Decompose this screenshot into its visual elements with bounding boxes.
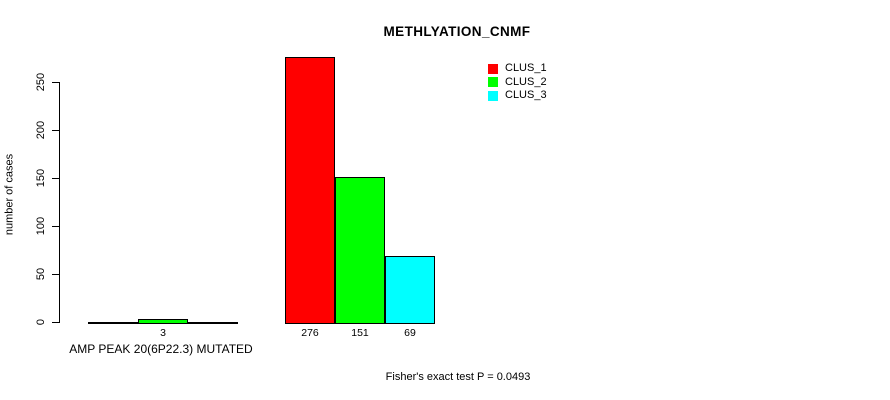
legend-entry: CLUS_3 <box>488 89 547 103</box>
y-axis-tick-label: 0 <box>35 318 47 326</box>
legend-entry-label: CLUS_1 <box>505 62 547 75</box>
legend: CLUS_1 CLUS_2 CLUS_3 <box>488 62 547 103</box>
y-axis-tick <box>52 82 59 83</box>
bar-clus_2-group-2 <box>335 177 385 324</box>
y-axis-tick-label: 50 <box>35 267 47 281</box>
bar-clus_1-group-1 <box>88 322 138 324</box>
y-axis-tick-label: 200 <box>35 120 47 140</box>
legend-swatch-clus_3 <box>488 90 498 101</box>
fisher-test-annotation: Fisher's exact test P = 0.0493 <box>385 371 531 383</box>
legend-entry: CLUS_1 <box>488 62 547 76</box>
bar-value-label: 69 <box>404 327 416 339</box>
legend-entry-label: CLUS_3 <box>505 89 547 102</box>
legend-swatch-clus_1 <box>488 63 498 74</box>
y-axis-tick <box>52 130 59 131</box>
bar-value-label: 276 <box>301 327 319 339</box>
y-axis-tick <box>52 178 59 179</box>
y-axis-tick <box>52 274 59 275</box>
y-axis-tick-label: 250 <box>35 72 47 92</box>
y-axis-title: number of cases <box>3 153 16 236</box>
legend-swatch-clus_2 <box>488 77 498 88</box>
legend-entry-label: CLUS_2 <box>505 75 547 88</box>
legend-entry: CLUS_2 <box>488 76 547 90</box>
bar-value-label: 3 <box>160 327 166 339</box>
chart-title: METHLYATION_CNMF <box>383 24 531 39</box>
bar-clus_3-group-1 <box>188 322 238 324</box>
bar-clus_1-group-2 <box>285 57 335 324</box>
y-axis-line <box>59 82 60 323</box>
y-axis-tick-label: 100 <box>35 216 47 236</box>
bar-clus_3-group-2 <box>385 256 435 324</box>
bar-clus_2-group-1 <box>138 319 188 324</box>
y-axis-tick-label: 150 <box>35 168 47 188</box>
bar-value-label: 151 <box>351 327 369 339</box>
y-axis-tick <box>52 226 59 227</box>
y-axis-tick <box>52 322 59 323</box>
x-axis-group-label: AMP PEAK 20(6P22.3) MUTATED <box>69 342 253 356</box>
